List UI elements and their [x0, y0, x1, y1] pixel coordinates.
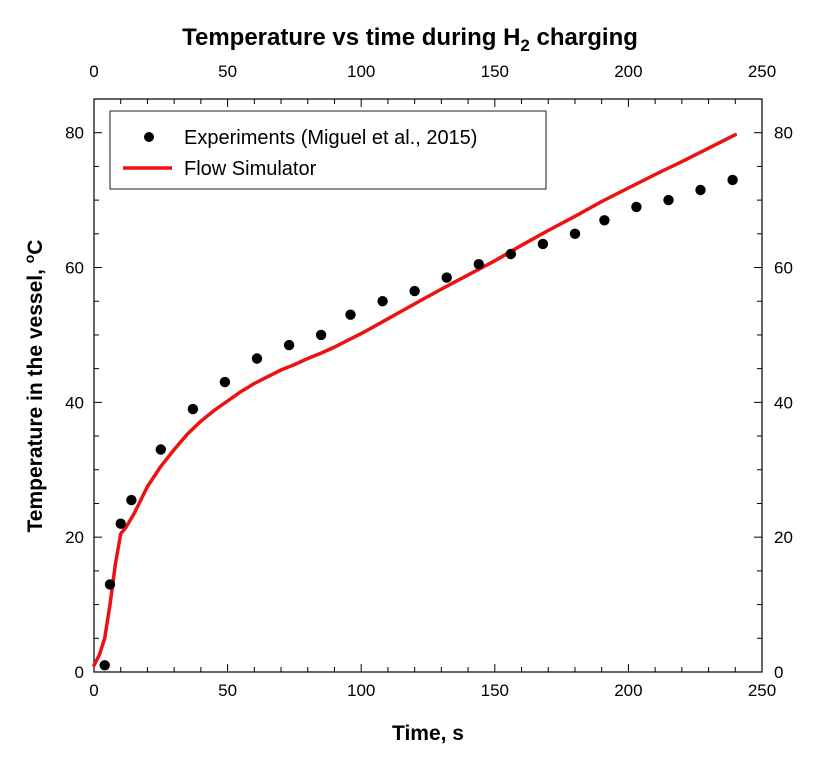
legend-box: [109, 110, 547, 190]
flow-simulator-line: [92, 132, 738, 668]
y-axis-title: Temperature in the vessel, oC: [21, 240, 47, 533]
x-tick-label: 0: [89, 681, 98, 700]
experiment-point: [537, 238, 549, 250]
experiment-point: [126, 494, 137, 506]
axis-ticks: [93, 98, 763, 673]
x-top-tick-label: 250: [748, 62, 776, 81]
legend: Experiments (Miguel et al., 2015) Flow S…: [109, 110, 547, 190]
y-tick-label: 0: [75, 663, 84, 682]
legend-marker-experiments: [144, 132, 154, 142]
y-right-tick-label: 20: [774, 528, 793, 547]
experiment-point: [283, 339, 295, 351]
plot-frame: [93, 98, 763, 673]
y-tick-label: 60: [65, 259, 84, 278]
y-right-tick-label: 40: [774, 393, 793, 412]
experiment-point: [663, 194, 674, 206]
x-tick-label: 150: [481, 681, 509, 700]
experiment-point: [377, 296, 388, 307]
experiment-point: [251, 353, 263, 364]
experiment-point: [187, 403, 199, 415]
x-top-tick-label: 200: [614, 62, 642, 81]
experiment-point: [99, 660, 110, 671]
experiment-point: [315, 329, 327, 341]
chart-title: Temperature vs time during H2 charging: [182, 24, 638, 55]
y-axis-title-superscript: o: [21, 255, 37, 264]
x-tick-label: 250: [748, 681, 776, 700]
experiment-point: [727, 174, 738, 186]
y-right-tick-label: 0: [774, 663, 783, 682]
x-tick-label: 50: [218, 681, 237, 700]
flow-simulator-series: [92, 132, 738, 668]
experiment-point: [631, 201, 642, 213]
legend-label-flow-simulator: Flow Simulator: [184, 158, 317, 180]
experiment-point: [345, 309, 356, 320]
experiment-point: [219, 376, 231, 388]
chart-title-subscript: 2: [520, 36, 529, 55]
x-tick-label: 200: [614, 681, 642, 700]
experiment-point: [115, 518, 126, 529]
experiment-point: [409, 285, 420, 297]
experiment-point: [695, 184, 706, 196]
experiment-point: [473, 259, 484, 270]
x-top-tick-label: 150: [481, 62, 509, 81]
experiment-point: [505, 248, 516, 260]
experiment-point: [569, 228, 581, 239]
x-top-tick-label: 0: [89, 62, 98, 81]
experiment-point: [599, 215, 610, 226]
x-tick-label: 100: [347, 681, 375, 700]
legend-label-experiments: Experiments (Miguel et al., 2015): [184, 127, 477, 149]
experiment-point: [104, 579, 116, 590]
y-right-tick-label: 80: [774, 124, 793, 143]
y-tick-label: 20: [65, 528, 84, 547]
x-top-tick-label: 50: [218, 62, 237, 81]
y-right-tick-label: 60: [774, 259, 793, 278]
experiment-point: [155, 444, 166, 455]
experiment-point: [441, 272, 452, 283]
x-top-tick-label: 100: [347, 62, 375, 81]
experiments-series: [99, 174, 738, 671]
y-tick-label: 40: [65, 393, 84, 412]
y-tick-label: 80: [65, 124, 84, 143]
x-axis-title: Time, s: [392, 722, 464, 745]
